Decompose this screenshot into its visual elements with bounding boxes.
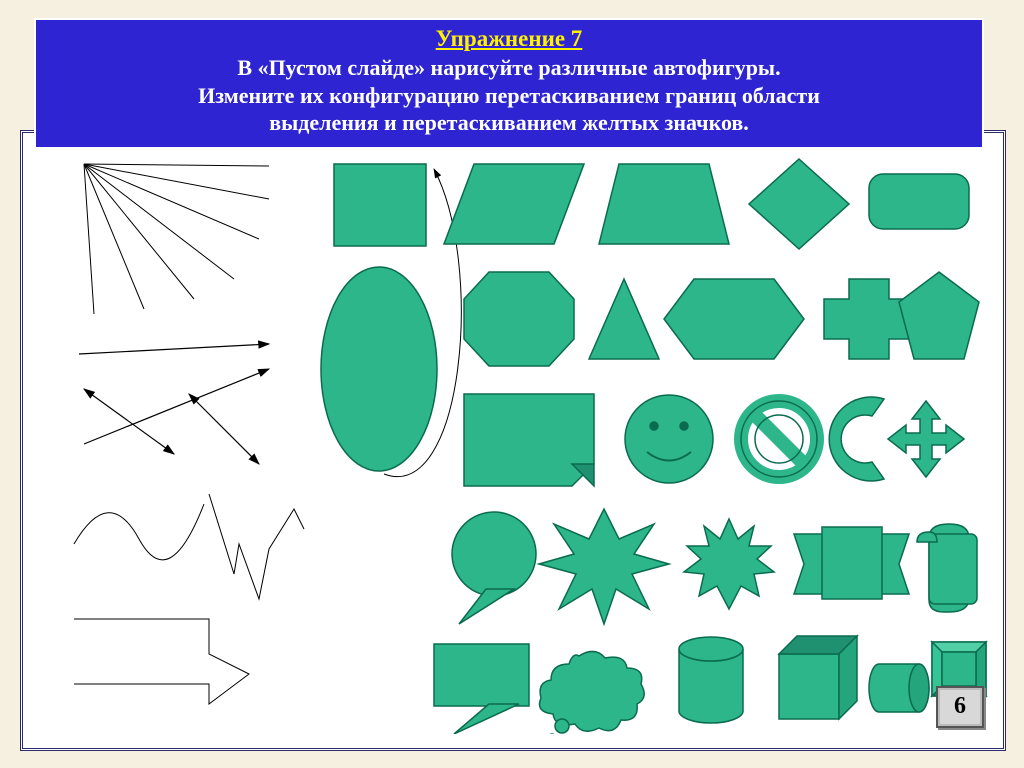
ellipse-shape xyxy=(321,267,437,471)
octagon-shape xyxy=(464,272,574,366)
folded-rect-shape xyxy=(464,394,594,486)
square-shape xyxy=(334,164,426,246)
body-line-3: выделения и перетаскиванием желтых значк… xyxy=(269,110,749,135)
freeform-curves xyxy=(74,494,304,599)
cylinder-shape xyxy=(679,637,743,723)
cloud-callout-shape xyxy=(540,651,645,734)
no-symbol-shape xyxy=(741,401,817,477)
shapes-canvas: 6 xyxy=(34,144,990,734)
smiley-shape xyxy=(625,395,713,483)
ray-lines xyxy=(84,164,269,314)
cross-shape xyxy=(824,279,914,359)
block-arrow xyxy=(74,619,249,704)
body-line-2: Измените их конфигурацию перетаскиванием… xyxy=(198,83,820,108)
banner-shape xyxy=(794,527,909,599)
parallelogram-shape xyxy=(444,164,584,244)
hcylinder-shape xyxy=(869,664,929,712)
exercise-header: Упражнение 7 В «Пустом слайде» нарисуйте… xyxy=(34,18,984,149)
pentagon-shape xyxy=(899,272,979,359)
scroll-shape xyxy=(917,524,977,612)
arrow-lines xyxy=(79,344,269,464)
round-callout-shape xyxy=(452,512,536,624)
page-number-badge: 6 xyxy=(936,686,984,728)
trapezoid-shape xyxy=(599,164,729,244)
triangle-shape xyxy=(589,279,659,359)
move-arrows-shape xyxy=(888,401,964,477)
exercise-body: В «Пустом слайде» нарисуйте различные ав… xyxy=(46,54,972,137)
cube-shape xyxy=(779,636,857,719)
arc-shape xyxy=(829,397,884,481)
body-line-1: В «Пустом слайде» нарисуйте различные ав… xyxy=(237,55,780,80)
burst-16-shape xyxy=(684,519,774,609)
rounded-rect-shape xyxy=(869,174,969,229)
diamond-shape xyxy=(749,159,849,249)
rect-callout-shape xyxy=(434,644,529,734)
hexagon-shape xyxy=(664,279,804,359)
burst-8-shape xyxy=(539,509,669,624)
exercise-title: Упражнение 7 xyxy=(46,26,972,52)
